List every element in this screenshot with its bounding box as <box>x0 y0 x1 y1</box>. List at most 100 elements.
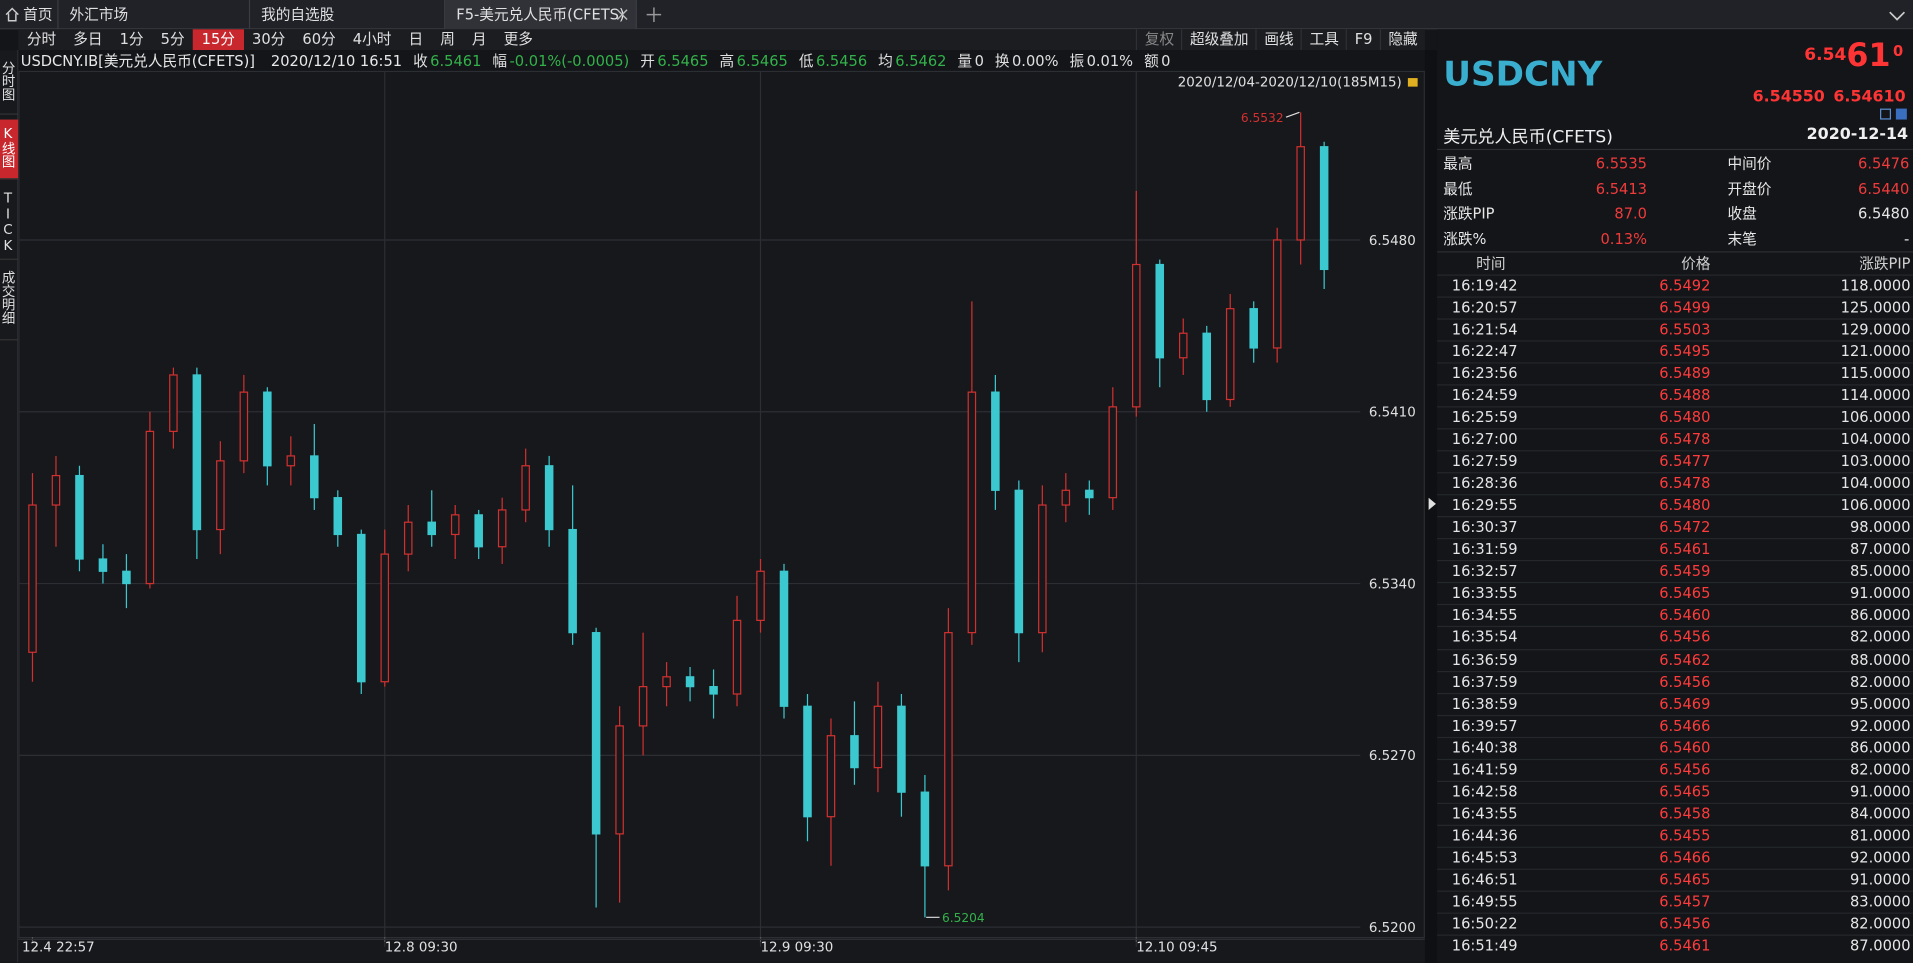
tool-button[interactable]: 工具 <box>1301 29 1346 51</box>
period-button[interactable]: 周 <box>440 30 455 48</box>
period-button[interactable]: 15分 <box>193 29 244 51</box>
expand-arrow[interactable] <box>1427 497 1437 510</box>
row-line <box>1437 362 1913 364</box>
divider <box>1424 50 1438 963</box>
table-cell: 91.0000 <box>1849 782 1911 800</box>
tab[interactable]: F5-美元兑人民币(CFETS) <box>445 0 637 30</box>
row-line <box>1437 450 1913 452</box>
table-cell: 6.5456 <box>1659 628 1711 646</box>
period-button[interactable]: 30分 <box>252 30 286 48</box>
tool-button[interactable]: 隐藏 <box>1379 29 1425 51</box>
table-cell: 6.5480 <box>1659 408 1711 426</box>
table-cell: 16:27:59 <box>1451 452 1518 470</box>
table-cell: 115.0000 <box>1840 364 1911 382</box>
side-tab[interactable]: 成交明细 <box>0 265 19 341</box>
table-cell: 16:33:55 <box>1451 584 1518 602</box>
info-item: 开 6.5465 <box>640 51 708 71</box>
stat-label: 中间价 <box>1727 154 1772 173</box>
y-tick-label: 6.5480 <box>1369 234 1416 249</box>
side-tab[interactable]: TICK <box>0 184 19 260</box>
side-tab[interactable]: 分时图 <box>0 55 19 115</box>
table-cell: 6.5455 <box>1659 826 1711 844</box>
table-cell: 6.5466 <box>1659 848 1711 866</box>
candle-body <box>310 455 319 499</box>
stat-label: 开盘价 <box>1727 179 1772 198</box>
arrow-shape <box>1428 497 1436 510</box>
table-cell: 16:29:55 <box>1451 496 1518 514</box>
quote-panel: USDCNY 6.54 61 0 6.54550 6.54610 美元兑人民币(CFETS)… <box>1437 29 1913 963</box>
period-button[interactable]: 更多 <box>503 30 533 48</box>
candle-body <box>357 533 366 683</box>
row-line <box>1437 274 1913 276</box>
table-cell: 106.0000 <box>1840 408 1911 426</box>
row-line <box>1437 538 1913 540</box>
tool-button[interactable]: 画线 <box>1255 29 1301 51</box>
row-line <box>1437 626 1913 628</box>
side-tab[interactable]: K线图 <box>0 119 19 180</box>
lock-icon <box>1407 78 1418 87</box>
x-tick-label: 12.8 09:30 <box>385 941 458 956</box>
info-line: USDCNY.IB[美元兑人民币(CFETS)] 2020/12/10 16:51… <box>21 51 1424 71</box>
row-line <box>1437 934 1913 936</box>
candle-body <box>216 460 225 531</box>
info-label: 开 <box>640 52 655 70</box>
info-label: 幅 <box>492 52 508 70</box>
row-line <box>1437 406 1913 408</box>
tab[interactable]: 首页 <box>0 0 59 30</box>
table-cell: 6.5456 <box>1659 672 1711 690</box>
candle-body <box>286 455 296 467</box>
table-cell: 82.0000 <box>1849 672 1911 690</box>
table-cell: 16:35:54 <box>1451 628 1518 646</box>
period-button[interactable]: 1分 <box>119 30 144 48</box>
period-button[interactable]: 4小时 <box>352 30 392 48</box>
info-item: 振 0.01% <box>1069 51 1133 71</box>
quote-code: USDCNY <box>1443 53 1603 94</box>
tool-button[interactable]: F9 <box>1346 29 1380 51</box>
table-cell: 104.0000 <box>1840 474 1911 492</box>
stat-value: 6.5480 <box>1858 204 1910 223</box>
table-cell: 114.0000 <box>1840 386 1911 404</box>
candle-body <box>967 391 977 634</box>
table-cell: 6.5488 <box>1659 386 1711 404</box>
table-cell: 16:28:36 <box>1451 474 1518 492</box>
row-line <box>1437 912 1913 914</box>
table-cell: 6.5466 <box>1659 716 1711 734</box>
tool-button[interactable]: 超级叠加 <box>1181 29 1255 51</box>
collapse[interactable] <box>1889 10 1906 22</box>
info-item: 收 6.5461 <box>413 51 481 71</box>
info-value: 0.01% <box>1086 52 1134 70</box>
new-tab[interactable] <box>646 7 662 22</box>
candle-body <box>1132 263 1141 408</box>
info-value: 6.5465 <box>657 52 709 70</box>
info-value: 6.5462 <box>895 52 947 70</box>
period-button[interactable]: 分时 <box>26 30 57 48</box>
candle-body <box>1178 332 1188 359</box>
separator <box>1437 251 1913 253</box>
table-cell: 98.0000 <box>1849 518 1911 536</box>
info-value: 6.5461 <box>430 52 482 70</box>
table-header: 时间 <box>1476 254 1506 273</box>
table-cell: 92.0000 <box>1849 716 1911 734</box>
period-button[interactable]: 5分 <box>160 30 185 48</box>
close-icon[interactable] <box>616 9 628 21</box>
table-cell: 91.0000 <box>1849 870 1911 888</box>
tab[interactable]: 我的自选股 <box>250 0 446 30</box>
tab[interactable]: 外汇市场 <box>59 0 251 30</box>
period-button[interactable]: 日 <box>408 30 424 48</box>
period-button[interactable]: 月 <box>471 30 487 48</box>
period-button[interactable]: 60分 <box>302 30 336 48</box>
chart: 2020/12/04-2020/12/10(185M15) 6.5200 6.527… <box>18 70 1425 963</box>
separator <box>1437 148 1913 151</box>
table-cell: 6.5499 <box>1659 298 1711 316</box>
tool-button[interactable]: 复权 <box>1136 29 1181 51</box>
table-cell: 6.5472 <box>1659 518 1711 536</box>
plot-border <box>18 70 1425 939</box>
candle-body <box>145 430 155 585</box>
candle-body <box>1108 406 1118 499</box>
candle-body <box>98 558 108 572</box>
row-line <box>1437 802 1913 804</box>
candle-body <box>732 619 742 695</box>
table-cell: 16:40:38 <box>1451 738 1518 756</box>
table-cell: 16:25:59 <box>1451 408 1518 426</box>
period-button[interactable]: 多日 <box>73 30 103 48</box>
